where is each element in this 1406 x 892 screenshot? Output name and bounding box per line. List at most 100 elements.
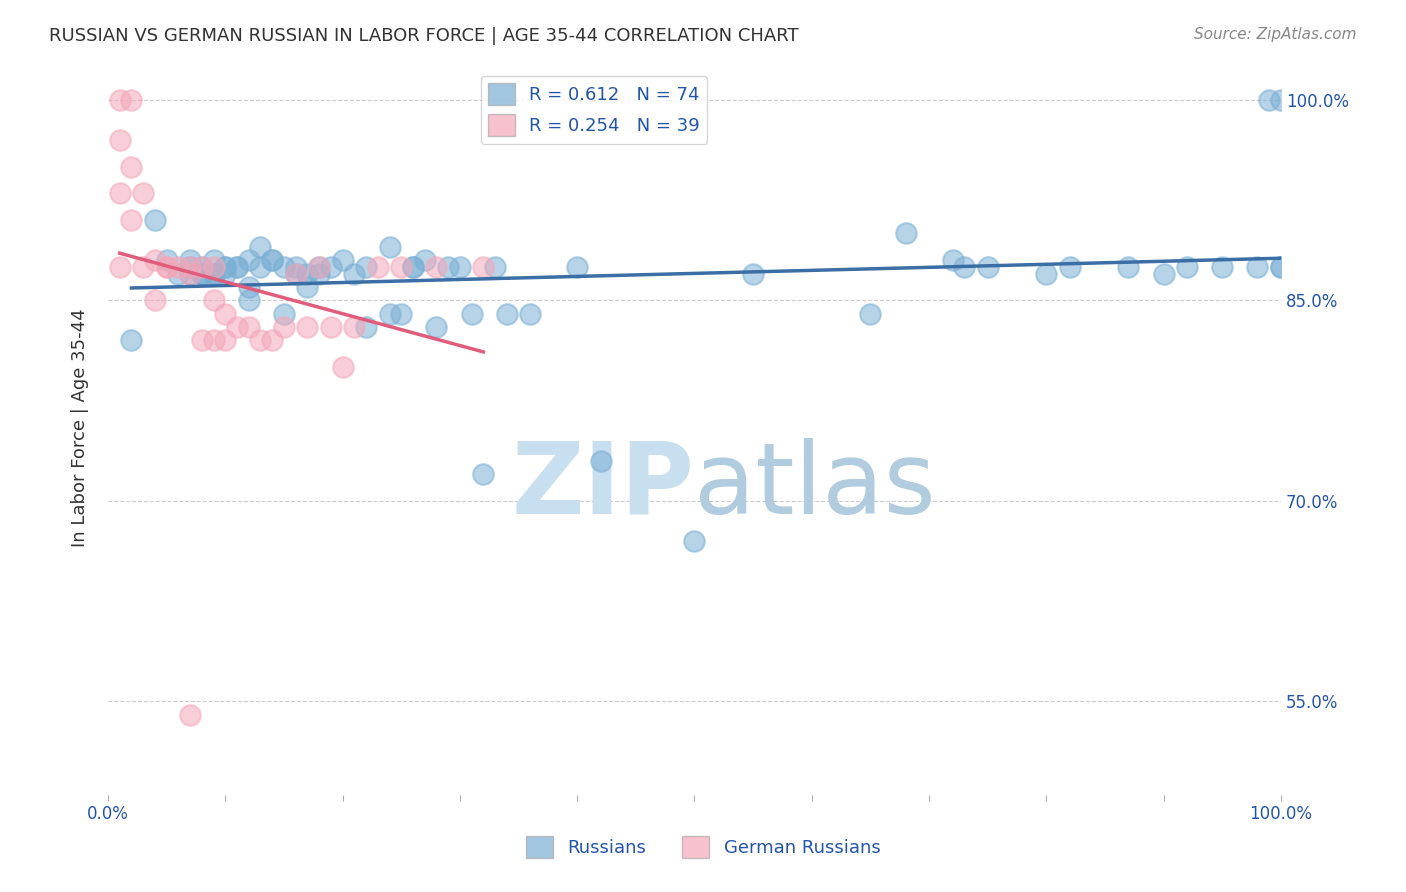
Point xyxy=(226,320,249,334)
Point xyxy=(284,267,307,281)
Point xyxy=(214,307,236,321)
Point xyxy=(202,267,225,281)
Point xyxy=(354,320,377,334)
Point xyxy=(308,260,330,274)
Point xyxy=(941,253,963,268)
Point xyxy=(332,253,354,268)
Point xyxy=(238,280,260,294)
Point xyxy=(297,280,319,294)
Point xyxy=(1035,267,1057,281)
Point xyxy=(977,260,1000,274)
Point xyxy=(449,260,471,274)
Point xyxy=(226,260,249,274)
Point xyxy=(319,260,342,274)
Point xyxy=(191,267,214,281)
Point xyxy=(1059,260,1081,274)
Point xyxy=(284,260,307,274)
Point xyxy=(262,334,284,348)
Point xyxy=(202,267,225,281)
Point xyxy=(132,186,155,201)
Point xyxy=(378,307,401,321)
Point xyxy=(273,320,295,334)
Point xyxy=(742,267,765,281)
Point xyxy=(179,260,201,274)
Point xyxy=(589,454,612,468)
Text: atlas: atlas xyxy=(695,438,936,534)
Point xyxy=(214,267,236,281)
Point xyxy=(343,320,366,334)
Point xyxy=(1270,93,1292,107)
Point xyxy=(319,320,342,334)
Point xyxy=(238,293,260,308)
Point xyxy=(214,260,236,274)
Point xyxy=(249,334,271,348)
Point xyxy=(108,260,131,274)
Point xyxy=(683,533,706,548)
Point xyxy=(308,267,330,281)
Point xyxy=(472,260,495,274)
Point xyxy=(120,213,142,227)
Point xyxy=(226,260,249,274)
Point xyxy=(191,267,214,281)
Point xyxy=(273,307,295,321)
Point xyxy=(567,260,589,274)
Point xyxy=(120,93,142,107)
Point xyxy=(167,267,190,281)
Point xyxy=(953,260,976,274)
Point xyxy=(413,253,436,268)
Point xyxy=(389,260,412,274)
Point xyxy=(214,334,236,348)
Point xyxy=(179,267,201,281)
Point xyxy=(519,307,541,321)
Point xyxy=(179,267,201,281)
Point xyxy=(402,260,425,274)
Point xyxy=(238,320,260,334)
Point xyxy=(343,267,366,281)
Point xyxy=(1258,93,1281,107)
Point xyxy=(202,334,225,348)
Point xyxy=(273,260,295,274)
Point xyxy=(108,186,131,201)
Text: Source: ZipAtlas.com: Source: ZipAtlas.com xyxy=(1194,27,1357,42)
Point xyxy=(249,240,271,254)
Point xyxy=(367,260,389,274)
Text: RUSSIAN VS GERMAN RUSSIAN IN LABOR FORCE | AGE 35-44 CORRELATION CHART: RUSSIAN VS GERMAN RUSSIAN IN LABOR FORCE… xyxy=(49,27,799,45)
Point xyxy=(1211,260,1233,274)
Point xyxy=(894,227,917,241)
Point xyxy=(1175,260,1198,274)
Point xyxy=(143,293,166,308)
Point xyxy=(179,260,201,274)
Point xyxy=(402,260,425,274)
Point xyxy=(191,334,214,348)
Point xyxy=(120,160,142,174)
Point xyxy=(120,334,142,348)
Point xyxy=(378,240,401,254)
Point xyxy=(484,260,506,274)
Point xyxy=(191,267,214,281)
Point xyxy=(238,253,260,268)
Point xyxy=(262,253,284,268)
Point xyxy=(202,253,225,268)
Point xyxy=(425,260,447,274)
Point xyxy=(1270,260,1292,274)
Point xyxy=(262,253,284,268)
Point xyxy=(284,267,307,281)
Point xyxy=(354,260,377,274)
Point xyxy=(191,260,214,274)
Point xyxy=(859,307,882,321)
Point xyxy=(495,307,517,321)
Point xyxy=(297,267,319,281)
Point xyxy=(108,93,131,107)
Text: ZIP: ZIP xyxy=(512,438,695,534)
Point xyxy=(143,213,166,227)
Point xyxy=(108,133,131,147)
Point xyxy=(191,260,214,274)
Y-axis label: In Labor Force | Age 35-44: In Labor Force | Age 35-44 xyxy=(72,308,89,547)
Point xyxy=(156,260,179,274)
Point xyxy=(425,320,447,334)
Point xyxy=(202,293,225,308)
Point xyxy=(460,307,482,321)
Point xyxy=(249,260,271,274)
Point xyxy=(143,253,166,268)
Point xyxy=(156,253,179,268)
